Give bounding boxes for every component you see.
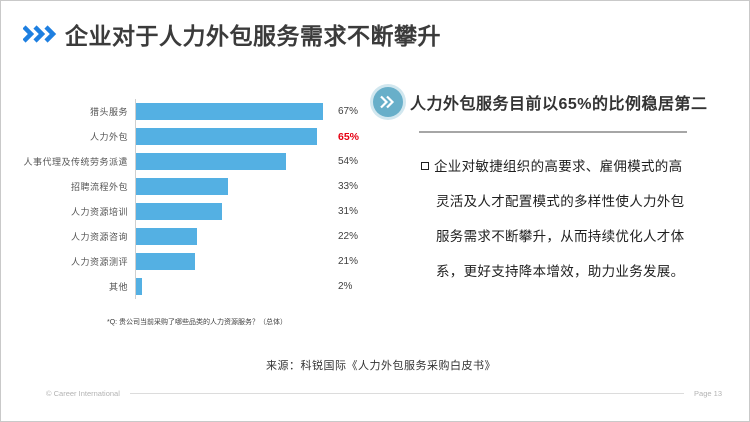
bar-cell [135, 249, 331, 274]
bar-cell [135, 124, 331, 149]
chart-row: 人力外包 65% [1, 124, 391, 149]
category-label: 人力资源培训 [70, 207, 128, 217]
footer-divider-line [129, 393, 685, 394]
chart-row: 人力资源咨询 22% [1, 224, 391, 249]
bar-chart: 猎头服务 67% 人力外包 65% 人事代理及传统劳务派遣 54% 招聘流程外包 33% 人力资… [1, 99, 391, 299]
chart-row: 招聘流程外包 33% [1, 174, 391, 199]
insight-body: 企业对敏捷组织的高要求、雇佣模式的高灵活及人才配置模式的多样性使人力外包服务需求… [421, 149, 695, 289]
bar [136, 228, 198, 245]
category-label: 人力资源测评 [70, 257, 128, 267]
chart-row: 人力资源培训 31% [1, 199, 391, 224]
circle-chevron-icon [373, 87, 403, 117]
value-label: 31% [338, 206, 359, 217]
bar [136, 203, 223, 220]
value-label: 22% [338, 231, 359, 242]
chart-row: 人事代理及传统劳务派遣 54% [1, 149, 391, 174]
page-title: 企业对于人力外包服务需求不断攀升 [65, 23, 441, 49]
source-citation: 来源：科锐国际《人力外包服务采购白皮书》 [266, 360, 496, 372]
square-bullet-icon [421, 162, 429, 170]
bar-cell [135, 99, 331, 124]
heading-divider [419, 131, 687, 133]
bar [136, 103, 323, 120]
bar-cell [135, 174, 331, 199]
bar-cell [135, 274, 331, 299]
slide-footer: © Career International Page 13 [46, 389, 722, 398]
category-label: 其他 [108, 282, 128, 292]
chart-row: 猎头服务 67% [1, 99, 391, 124]
bar [136, 153, 287, 170]
page-number: Page 13 [694, 389, 722, 398]
insight-panel: 人力外包服务目前以65%的比例稳居第二 企业对敏捷组织的高要求、雇佣模式的高灵活… [373, 87, 709, 289]
category-label: 人力外包 [89, 132, 128, 142]
bar [136, 278, 142, 295]
bar-cell [135, 199, 331, 224]
chart-row: 人力资源测评 21% [1, 249, 391, 274]
value-label: 54% [338, 156, 359, 167]
insight-panel-header: 人力外包服务目前以65%的比例稳居第二 [373, 87, 709, 117]
category-label: 招聘流程外包 [70, 182, 128, 192]
chart-row: 其他 2% [1, 274, 391, 299]
value-label: 21% [338, 256, 359, 267]
value-label: 65% [338, 130, 360, 143]
category-label: 猎头服务 [89, 107, 128, 117]
bar [136, 178, 228, 195]
value-label: 33% [338, 181, 359, 192]
bar-cell [135, 149, 331, 174]
insight-body-text: 企业对敏捷组织的高要求、雇佣模式的高灵活及人才配置模式的多样性使人力外包服务需求… [434, 159, 685, 279]
category-label: 人事代理及传统劳务派遣 [23, 157, 128, 167]
insight-heading: 人力外包服务目前以65%的比例稳居第二 [410, 96, 708, 113]
title-row: 企业对于人力外包服务需求不断攀升 [23, 17, 441, 51]
value-label: 2% [338, 281, 353, 292]
chart-question-note: *Q: 贵公司当前采购了哪些品类的人力资源服务？（总体） [107, 319, 288, 326]
copyright-text: © Career International [46, 389, 120, 398]
bar [136, 253, 195, 270]
value-label: 67% [338, 106, 359, 117]
triple-chevron-icon [23, 25, 57, 43]
bar-cell [135, 224, 331, 249]
category-label: 人力资源咨询 [70, 232, 128, 242]
bar [136, 128, 318, 145]
